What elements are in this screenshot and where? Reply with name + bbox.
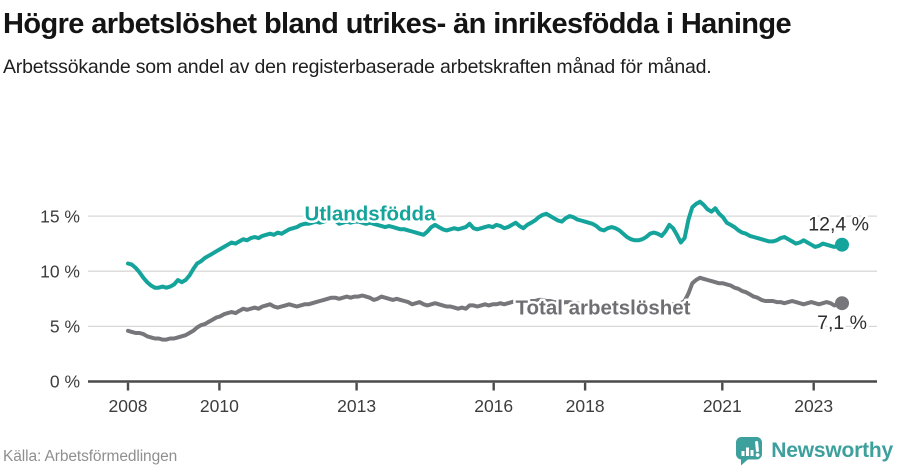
gridlines [88, 215, 877, 328]
xtick-label-2010: 2010 [200, 396, 239, 416]
page-title: Högre arbetslöshet bland utrikes- än inr… [3, 8, 792, 40]
xtick-label-2013: 2013 [337, 396, 376, 416]
end-value-utlandsfodda: 12,4 % [808, 214, 869, 236]
series-line-total-arbetsl-shet [126, 275, 844, 342]
page-subtitle: Arbetssökande som andel av den registerb… [3, 56, 712, 78]
series-label-total-arbetsloshet: Total arbetslöshet [515, 297, 690, 320]
end-value-total: 7,1 % [817, 312, 867, 334]
series-line-utlandsf-dda [126, 199, 844, 290]
brand-logo: Newsworthy [735, 436, 893, 466]
x-axis-labels: 2008 2010 2013 2016 2018 2021 2023 [109, 396, 834, 416]
footer: Källa: Arbetsförmedlingen Newsworthy [0, 436, 900, 466]
x-axis [88, 380, 877, 391]
xtick-label-2023: 2023 [794, 396, 833, 416]
xtick-label-2016: 2016 [474, 396, 513, 416]
ytick-label-5: 5 % [50, 317, 80, 337]
series-label-utlandsfodda: Utlandsfödda [305, 203, 437, 226]
ytick-label-15: 15 % [40, 207, 80, 227]
brand-name: Newsworthy [771, 439, 893, 462]
source-note: Källa: Arbetsförmedlingen [3, 448, 178, 465]
series-labels: Utlandsfödda Total arbetslöshet 12,4 % 7… [302, 200, 871, 337]
ytick-label-10: 10 % [40, 262, 80, 282]
xtick-label-2021: 2021 [703, 396, 742, 416]
series-layer [126, 199, 849, 342]
header: Högre arbetslöshet bland utrikes- än inr… [3, 4, 893, 80]
series-endpoint-total-arbetsl-shet [835, 296, 849, 311]
xtick-label-2018: 2018 [566, 396, 605, 416]
y-axis-labels: 15 % 10 % 5 % 0 % [40, 207, 80, 392]
newsworthy-bubble-chart-icon [736, 437, 763, 466]
series-endpoint-utlandsf-dda [835, 237, 849, 252]
ytick-label-0: 0 % [50, 372, 80, 392]
xtick-label-2008: 2008 [109, 396, 148, 416]
